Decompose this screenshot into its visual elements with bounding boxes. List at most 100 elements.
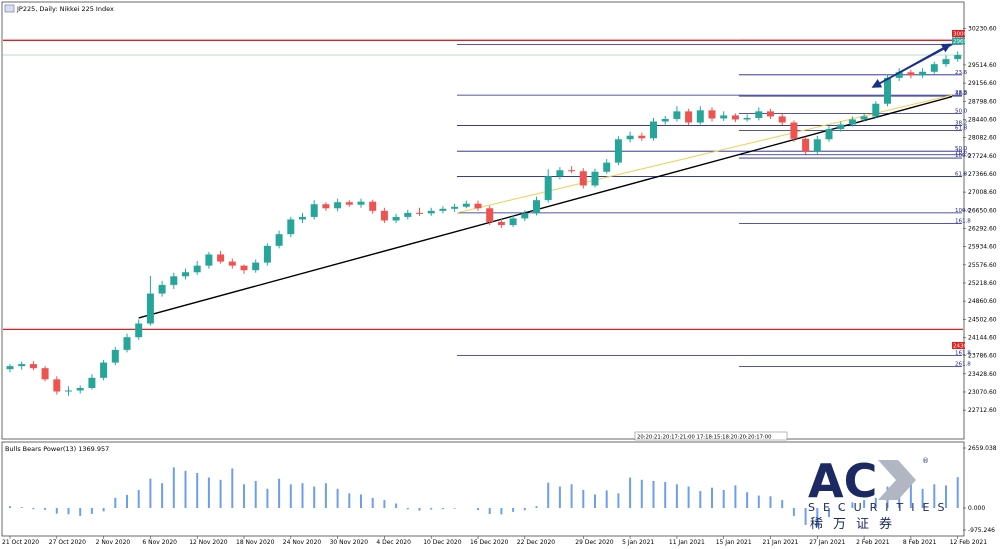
candle-body — [860, 116, 868, 120]
chart-title: JP225, Daily: Nikkei 225 Index — [16, 5, 114, 13]
price-tick-label: 25934.60 — [968, 244, 997, 251]
date-tick-label: 5 Jan 2021 — [622, 539, 654, 546]
price-tick-label: 28798.60 — [968, 98, 997, 105]
candle-body — [18, 364, 26, 367]
price-tick-label: 30230.60 — [968, 26, 997, 33]
price-tick-label: 27008.60 — [968, 189, 997, 196]
candle-body — [357, 201, 365, 205]
logo-chevron-icon — [878, 460, 916, 500]
candle-body — [731, 115, 739, 120]
fib-label-right-3: 50.0 — [955, 108, 968, 114]
price-tick-label: 28440.60 — [968, 116, 997, 123]
candle-body — [685, 111, 693, 123]
horizontal-lines[interactable] — [3, 39, 963, 330]
date-tick-label: 16 Dec 2020 — [470, 539, 509, 546]
candle-body — [650, 121, 657, 139]
current-price-tag: 29696.38 — [953, 39, 980, 45]
logo-chinese-name: 稀万证券 — [810, 516, 902, 532]
time-label-strip-text: 20:20:21:20:17:21:00 17:18:15:18:20:20:2… — [637, 435, 772, 441]
date-tick-label: 6 Nov 2020 — [142, 539, 177, 546]
candle-body — [474, 203, 482, 209]
candle-body — [228, 261, 236, 266]
logo-wordmark: AC — [808, 454, 877, 508]
price-tick-label: 24860.60 — [968, 298, 997, 305]
trendlines[interactable] — [138, 94, 953, 319]
date-tick-label: 8 Feb 2021 — [903, 539, 937, 546]
candle-body — [65, 390, 72, 392]
price-tick-label: 23070.60 — [968, 389, 997, 396]
candle-body — [451, 206, 459, 209]
candle-body — [322, 204, 330, 209]
candle-body — [392, 216, 400, 221]
date-tick-label: 27 Oct 2020 — [49, 539, 86, 546]
candle-body — [813, 139, 821, 152]
candle-body — [544, 176, 552, 201]
candle-body — [193, 265, 201, 273]
price-tick-label: 25218.60 — [968, 280, 997, 287]
candle-body — [872, 103, 880, 117]
candle-body — [895, 72, 903, 78]
candle-body — [486, 208, 494, 222]
date-tick-label: 4 Dec 2020 — [376, 539, 411, 546]
candle-body — [533, 200, 540, 214]
price-tick-label: 28082.60 — [968, 135, 997, 142]
candle-body — [263, 245, 271, 263]
candle-body — [930, 64, 938, 72]
candle-body — [287, 219, 295, 235]
support-price-tag: 24304.85 — [953, 344, 980, 350]
date-axis: 21 Oct 2020 27 Oct 2020 2 Nov 2020 6 Nov 20… — [2, 536, 987, 546]
acy-securities-logo: AC ® SECURITIES 稀万证券 — [808, 454, 952, 532]
candle-body — [439, 208, 447, 211]
date-tick-label: 15 Jan 2021 — [716, 539, 752, 546]
fib-label-left-5: 100.0 — [955, 208, 971, 214]
resistance-price-tag-bg — [952, 30, 965, 37]
indicator-tick-label: 2659.038 — [968, 445, 997, 452]
candle-body — [369, 201, 377, 211]
candle-body — [568, 170, 576, 172]
candle-body — [884, 77, 891, 104]
indicator-tick-label: -975.246 — [968, 527, 995, 534]
candle-body — [299, 216, 306, 220]
price-pane-frame — [1, 1, 965, 440]
logo-subtitle: SECURITIES — [808, 501, 952, 514]
candle-body — [661, 118, 669, 122]
candle-body — [310, 204, 318, 217]
fib-label-right-2: 38.2 — [955, 91, 967, 97]
trendline-minor[interactable] — [456, 94, 953, 214]
fib-label-left-2: 38.2 — [955, 121, 967, 127]
candle-body — [497, 221, 505, 226]
date-tick-label: 18 Nov 2020 — [236, 539, 275, 546]
date-tick-label: 2 Feb 2021 — [856, 539, 890, 546]
symbol-icon[interactable] — [4, 4, 15, 13]
logo-registered-mark: ® — [922, 457, 929, 465]
projection-arrows[interactable] — [871, 39, 961, 88]
date-tick-label: 21 Oct 2020 — [2, 539, 39, 546]
candle-body — [427, 210, 435, 214]
candle-body — [146, 293, 154, 324]
candle-body — [404, 212, 412, 217]
candle-body — [708, 110, 716, 119]
price-tick-label: 25576.60 — [968, 262, 997, 269]
date-tick-label: 11 Jan 2021 — [669, 539, 705, 546]
candle-body — [919, 71, 927, 76]
price-tick-label: 29514.60 — [968, 62, 997, 69]
fibonacci-levels[interactable]: 0.023.638.250.061.878.6100.0161.8261.823… — [456, 35, 971, 368]
candle-body — [380, 210, 388, 221]
date-tick-label: 12 Feb 2021 — [950, 539, 988, 546]
price-tick-label: 23428.60 — [968, 371, 997, 378]
candle-body — [135, 323, 143, 338]
resistance-price-tag: 30000.00 — [953, 32, 980, 38]
candle-body — [603, 162, 611, 172]
projection-arrow-up[interactable] — [872, 43, 952, 88]
candle-body — [111, 349, 119, 363]
date-tick-label: 2 Nov 2020 — [96, 539, 131, 546]
candle-body — [240, 265, 248, 271]
indicator-pane-frame — [1, 441, 965, 537]
candle-body — [802, 138, 810, 152]
trendline-major[interactable] — [138, 95, 953, 319]
price-axis: 30230.60 29514.60 29156.60 28798.60 28440.60… — [963, 26, 997, 414]
candle-body — [954, 55, 962, 60]
date-tick-label: 12 Nov 2020 — [189, 539, 228, 546]
price-tick-label: 29156.60 — [968, 80, 997, 87]
fib-label-right-1: 23.6 — [955, 70, 968, 76]
